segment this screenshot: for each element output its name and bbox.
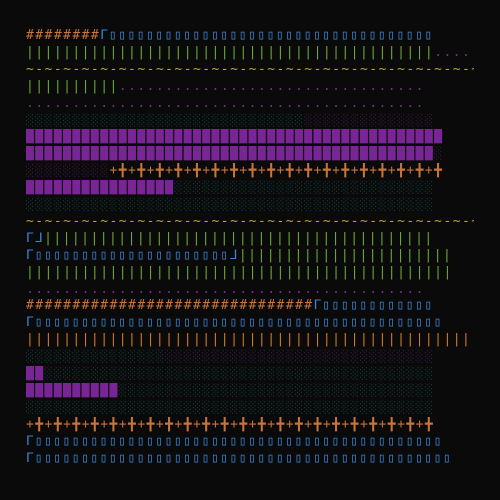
glyph-row: ░░░░░░░░░░░░░░░░░░░░░░░░░░░░░░░░░░░░░░░░…: [26, 197, 474, 213]
glyph-run: ........................................…: [26, 95, 425, 111]
glyph-run: |||||||||||||||||||||||: [238, 247, 453, 263]
glyph-run: ᒥ▯▯▯▯▯▯▯▯▯▯▯▯▯▯▯▯▯▯▯▯▯▯▯▯▯▯▯▯▯▯▯▯▯▯▯▯▯▯▯…: [26, 433, 443, 449]
glyph-run: ░░░░░░░░░░░░░░░░░░░░░░░░░░░░░░░░░░: [118, 382, 435, 398]
glyph-row: ████████████████████████████████████████…: [26, 129, 474, 145]
glyph-row: ᒥ▯▯▯▯▯▯▯▯▯▯▯▯▯▯▯▯▯▯▯▯▯▯▯▯▯▯▯▯▯▯▯▯▯▯▯▯▯▯▯…: [26, 434, 474, 450]
glyph-run: ~-~-~-~-~-~-~-~-~-~-~-~-~-~-~-~-~-~-~-~-…: [26, 213, 474, 229]
glyph-row: ~-~-~-~-~-~-~-~-~-~-~-~-~-~-~-~-~-~-~-~-…: [26, 214, 474, 230]
glyph-run: ░░░░░░░░░░░░░░░░░░░░░░░░░░░░: [174, 180, 435, 196]
glyph-row: ||||||||||..............................…: [26, 79, 474, 95]
glyph-run: +╋+╋+╋+╋+╋+╋+╋+╋+╋+╋+╋+╋+╋+╋+╋+╋+╋+╋: [109, 163, 444, 179]
glyph-run: ░░░░░░░░░░░░░░░░░░░░░░░░░░░░░░░░░░░░░░░░…: [26, 197, 435, 212]
glyph-run: +╋+╋+╋+╋+╋+╋+╋+╋+╋+╋+╋+╋+╋+╋+╋+╋+╋+╋+╋+╋…: [26, 416, 435, 432]
glyph-run: ░░░░░░░░░░░░░░░░░░░░░░░░░░░░░: [165, 349, 435, 365]
glyph-run: ░░░░░░░░░░░░░░░░░░░░░░░░░░░░░░░░░░░░░░░░…: [26, 399, 435, 415]
glyph-run: ||||||||||||||||||||||||||||||||||||||||…: [26, 44, 435, 60]
glyph-run: ########: [26, 28, 101, 43]
glyph-run: ████████████████████████████████████████…: [26, 146, 435, 162]
glyph-row: ░░░░░░░░░░░░░░░░░░░░░░░░░░░░░░░░░░░░░░░░…: [26, 113, 474, 129]
glyph-row: ████████████████████████████████████████…: [26, 146, 474, 162]
glyph-run: ░░░░░░░░░░░░░░░░░░░░░░░░░░░░░░░░░░░░░░░░…: [44, 366, 435, 381]
glyph-run: ||||||||||||||||||||||||||||||||||||||||…: [26, 332, 474, 348]
glyph-run: ██: [26, 366, 45, 381]
glyph-row: ########ᒥ▯▯▯▯▯▯▯▯▯▯▯▯▯▯▯▯▯▯▯▯▯▯▯▯▯▯▯▯▯▯▯…: [26, 28, 474, 44]
glyph-row: ###############################ᒥ▯▯▯▯▯▯▯▯…: [26, 298, 474, 314]
glyph-row: ᒥ▯▯▯▯▯▯▯▯▯▯▯▯▯▯▯▯▯▯▯▯▯ᒧ|||||||||||||||||…: [26, 248, 474, 264]
glyph-run: ........................................…: [26, 281, 425, 297]
glyph-run: ........: [434, 44, 474, 60]
glyph-run: ###############################: [26, 298, 314, 314]
glyph-row: ██████████░░░░░░░░░░░░░░░░░░░░░░░░░░░░░░…: [26, 383, 474, 399]
glyph-row: ||||||||||||||||||||||||||||||||||||||||…: [26, 45, 474, 61]
glyph-run: ||||||||||: [26, 78, 119, 94]
glyph-row: ........................................…: [26, 282, 474, 298]
glyph-run: ████████████████████████████████████████…: [26, 129, 444, 145]
glyph-row: ........................................…: [26, 96, 474, 112]
glyph-row: ||||||||||||||||||||||||||||||||||||||||…: [26, 332, 474, 348]
glyph-row: ᒥ▯▯▯▯▯▯▯▯▯▯▯▯▯▯▯▯▯▯▯▯▯▯▯▯▯▯▯▯▯▯▯▯▯▯▯▯▯▯▯…: [26, 315, 474, 331]
glyph-row: ~-~-~-~-~-~-~-~-~-~-~-~-~-~-~-~-~-~-~-~-…: [26, 62, 474, 78]
glyph-row: ░░░░░░░░░+╋+╋+╋+╋+╋+╋+╋+╋+╋+╋+╋+╋+╋+╋+╋+…: [26, 163, 474, 179]
glyph-run: ||||||||||||||||||||||||||||||||||||||||…: [44, 230, 434, 246]
glyph-run: ████████████████: [26, 180, 175, 196]
glyph-row: ████████████████░░░░░░░░░░░░░░░░░░░░░░░░…: [26, 180, 474, 196]
glyph-run: ᒥ▯▯▯▯▯▯▯▯▯▯▯▯: [313, 298, 434, 314]
glyph-run: ||||||||||||||||||||||||||||||||||||||||…: [26, 264, 453, 280]
glyph-run: ░: [434, 146, 444, 162]
glyph-row: ██░░░░░░░░░░░░░░░░░░░░░░░░░░░░░░░░░░░░░░…: [26, 366, 474, 382]
glyph-run: ░░░░░░░░░░░░░░░░░░░░░░░░░░░░░░: [26, 112, 305, 128]
glyph-run: ᒥ▯▯▯▯▯▯▯▯▯▯▯▯▯▯▯▯▯▯▯▯▯▯▯▯▯▯▯▯▯▯▯▯▯▯▯▯▯▯▯…: [26, 315, 443, 331]
glyph-run: ░░░░░░░░░: [26, 163, 110, 179]
glyph-run: ██████████: [26, 382, 119, 398]
glyph-run: .................................: [118, 78, 425, 94]
glyph-row: +╋+╋+╋+╋+╋+╋+╋+╋+╋+╋+╋+╋+╋+╋+╋+╋+╋+╋+╋+╋…: [26, 417, 474, 433]
glyph-run: ᒥ▯▯▯▯▯▯▯▯▯▯▯▯▯▯▯▯▯▯▯▯▯▯▯▯▯▯▯▯▯▯▯▯▯▯▯▯▯▯▯…: [26, 450, 453, 466]
glyph-row: ||||||||||||||||||||||||||||||||||||||||…: [26, 265, 474, 281]
glyph-run: ~-~-~-~-~-~-~-~-~-~-~-~-~-~-~-~-~-~-~-~-…: [26, 61, 474, 77]
glyph-run: ░░░░░░░░░░░░░░: [304, 112, 435, 128]
glyph-row: ᒥ▯▯▯▯▯▯▯▯▯▯▯▯▯▯▯▯▯▯▯▯▯▯▯▯▯▯▯▯▯▯▯▯▯▯▯▯▯▯▯…: [26, 451, 474, 467]
glyph-row: ᒥᒧ||||||||||||||||||||||||||||||||||||||…: [26, 231, 474, 247]
glyph-run: ᒥ▯▯▯▯▯▯▯▯▯▯▯▯▯▯▯▯▯▯▯▯▯ᒧ: [26, 247, 239, 263]
glyph-row: ░░░░░░░░░░░░░░░░░░░░░░░░░░░░░░░░░░░░░░░░…: [26, 400, 474, 416]
glyph-run: ᒥ▯▯▯▯▯▯▯▯▯▯▯▯▯▯▯▯▯▯▯▯▯▯▯▯▯▯▯▯▯▯▯▯▯▯▯: [100, 28, 434, 43]
glyph-run: ░░░░░░░░░░░░░░░: [26, 349, 166, 365]
glyph-row: ░░░░░░░░░░░░░░░░░░░░░░░░░░░░░░░░░░░░░░░░…: [26, 349, 474, 365]
glyph-run: ᒥᒧ: [26, 230, 45, 246]
